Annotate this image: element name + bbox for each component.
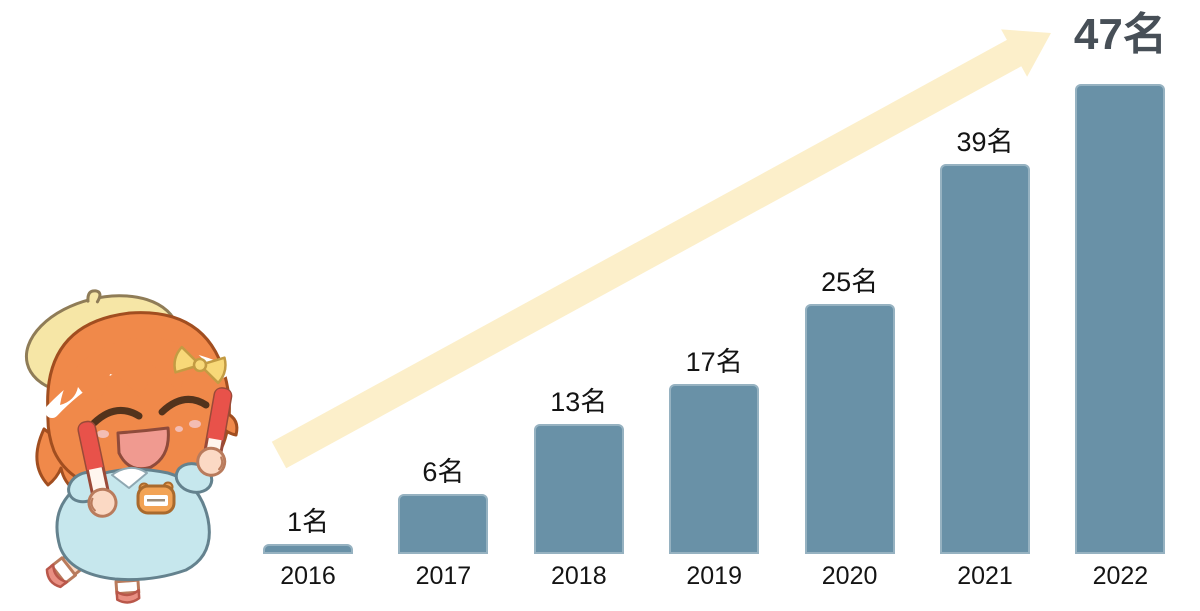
mouth (116, 426, 170, 471)
stick-left (77, 420, 118, 518)
bar-group-2022: 47名 2022 (1053, 0, 1187, 611)
year-label-2022: 2022 (1092, 562, 1149, 590)
year-label-2021: 2021 (957, 562, 1013, 590)
bar-2017 (398, 494, 489, 554)
bar-group-2019: 17名 2019 (647, 0, 781, 611)
value-label-2017: 6名 (422, 456, 465, 487)
bar-2022 (1075, 84, 1166, 554)
bar-2018 (533, 424, 624, 554)
closed-eye-left (90, 406, 143, 427)
value-label-2020: 25名 (821, 266, 879, 297)
name-tag (136, 481, 176, 515)
year-label-2017: 2017 (415, 562, 472, 590)
value-label-2018: 13名 (550, 386, 608, 417)
bar-group-2017: 6名 2017 (376, 0, 510, 611)
stick-right (196, 387, 233, 477)
year-label-2016: 2016 (280, 562, 336, 590)
year-label-2018: 2018 (550, 562, 607, 590)
bar-2016 (263, 544, 353, 554)
year-label-2019: 2019 (686, 562, 742, 590)
bar-2020 (804, 304, 895, 554)
value-label-2021: 39名 (956, 126, 1014, 157)
hair-bow-icon (173, 345, 227, 385)
value-label-2019: 17名 (685, 346, 743, 377)
mascot-character (24, 289, 239, 604)
closed-eye-right (158, 395, 210, 416)
bar-2021 (940, 164, 1030, 554)
collar (111, 466, 148, 489)
bar-group-2018: 13名 2018 (512, 0, 646, 611)
year-label-2020: 2020 (821, 562, 878, 590)
bar-group-2016: 1名 2016 (241, 0, 375, 611)
bar-2019 (669, 384, 760, 554)
bar-group-2020: 25名 2020 (783, 0, 917, 611)
value-label-2016: 1名 (286, 506, 330, 537)
value-label-2022: 47名 (1073, 9, 1167, 59)
bar-group-2021: 39名 2021 (918, 0, 1052, 611)
